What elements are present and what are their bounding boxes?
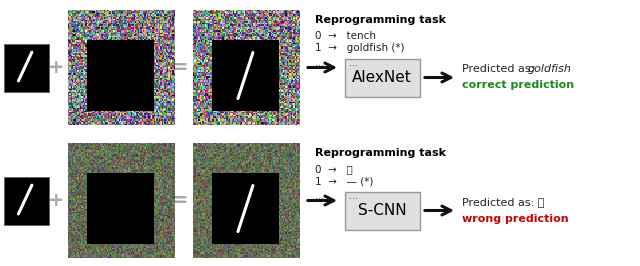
Text: Predicted as:: Predicted as: bbox=[462, 64, 538, 74]
Text: Reprogramming task: Reprogramming task bbox=[315, 148, 446, 158]
Text: correct prediction: correct prediction bbox=[462, 81, 574, 90]
Text: +: + bbox=[48, 191, 64, 210]
FancyBboxPatch shape bbox=[344, 192, 419, 230]
Text: 0  →   零: 0 → 零 bbox=[315, 164, 353, 174]
Text: ...        ...: ... ... bbox=[315, 191, 358, 201]
Text: AlexNet: AlexNet bbox=[352, 70, 412, 85]
Text: wrong prediction: wrong prediction bbox=[462, 214, 568, 223]
Text: 0  →   tench: 0 → tench bbox=[315, 31, 376, 41]
Text: Predicted as: 零: Predicted as: 零 bbox=[462, 197, 545, 207]
Text: =: = bbox=[172, 58, 188, 77]
Bar bbox=[4, 44, 49, 92]
Text: =: = bbox=[172, 191, 188, 210]
Text: Reprogramming task: Reprogramming task bbox=[315, 15, 446, 25]
Text: goldfish: goldfish bbox=[528, 64, 572, 74]
Text: 1  →   — (*): 1 → — (*) bbox=[315, 176, 373, 186]
Text: +: + bbox=[48, 58, 64, 77]
Bar bbox=[4, 177, 49, 225]
Text: S-CNN: S-CNN bbox=[358, 203, 406, 218]
Text: ...        ...: ... ... bbox=[315, 58, 358, 68]
FancyBboxPatch shape bbox=[344, 59, 419, 97]
Text: 1  →   goldfish (*): 1 → goldfish (*) bbox=[315, 43, 404, 53]
